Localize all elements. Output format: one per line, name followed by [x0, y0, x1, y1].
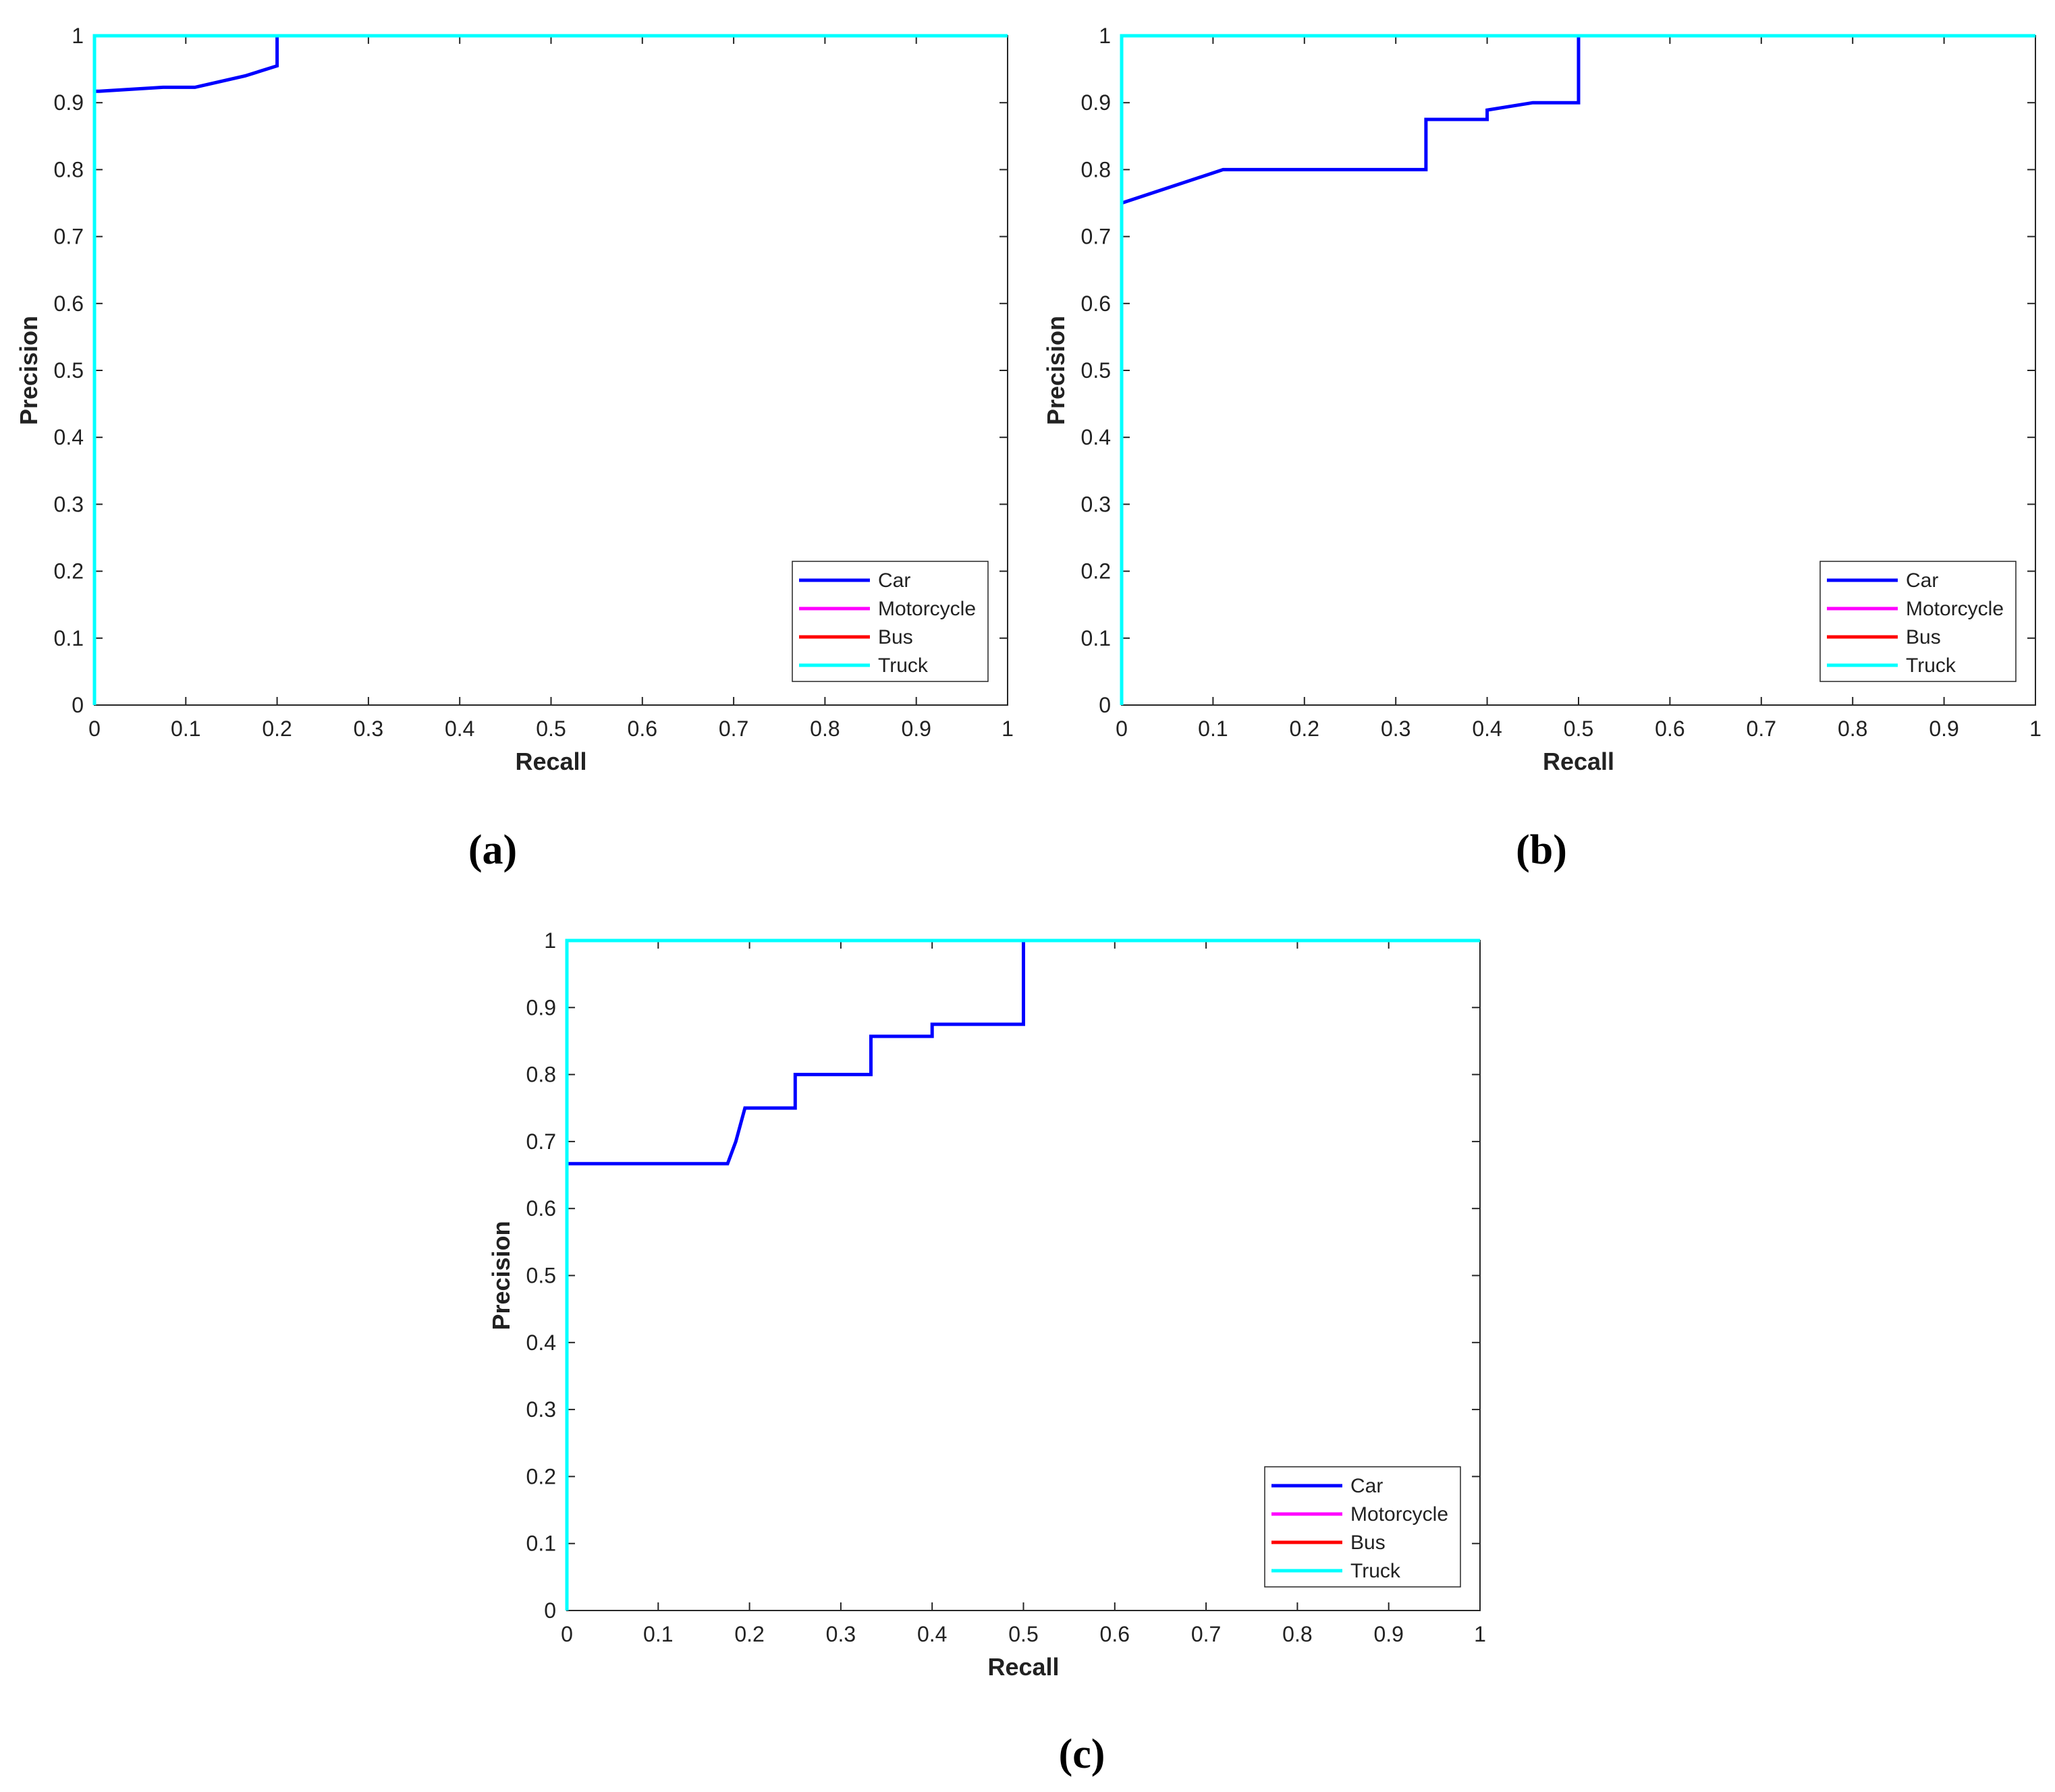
y-tick-label: 1 [72, 24, 84, 48]
y-tick-label: 0.4 [526, 1331, 556, 1355]
x-tick-label: 0.2 [262, 717, 292, 741]
y-axis-label: Precision [487, 1221, 515, 1330]
x-tick-label: 1 [1002, 717, 1014, 741]
x-tick-label: 0.2 [1290, 717, 1319, 741]
legend-label-car: Car [1906, 569, 1938, 592]
y-tick-label: 0.2 [1081, 559, 1111, 584]
legend-label-car: Car [878, 569, 910, 592]
panel-caption: (a) [468, 827, 517, 873]
y-tick-label: 0.6 [1081, 291, 1111, 316]
x-tick-label: 1 [2029, 717, 2042, 741]
x-tick-label: 0.4 [1472, 717, 1502, 741]
legend-label-truck: Truck [1906, 654, 1956, 677]
x-tick-label: 0.1 [171, 717, 200, 741]
y-tick-label: 0.1 [54, 626, 84, 650]
y-tick-label: 1 [1099, 24, 1111, 48]
y-tick-label: 0.9 [526, 995, 556, 1019]
y-tick-label: 0.2 [54, 559, 84, 584]
x-tick-label: 0.7 [1191, 1622, 1221, 1646]
y-tick-label: 0.9 [54, 90, 84, 115]
x-tick-label: 0.7 [719, 717, 748, 741]
x-tick-label: 0.6 [628, 717, 657, 741]
legend-label-car: Car [1350, 1475, 1383, 1497]
x-tick-label: 0.8 [1282, 1622, 1312, 1646]
y-tick-label: 0.5 [1081, 358, 1111, 383]
x-tick-label: 0 [1116, 717, 1128, 741]
x-tick-label: 0.4 [917, 1622, 947, 1646]
x-tick-label: 0.5 [536, 717, 566, 741]
series-line-car [94, 36, 279, 93]
x-tick-label: 0.8 [810, 717, 840, 741]
legend-label-truck: Truck [1350, 1560, 1401, 1582]
x-tick-label: 0.5 [1564, 717, 1593, 741]
series-line-truck [565, 939, 1480, 1611]
x-tick-label: 1 [1474, 1622, 1486, 1646]
y-tick-label: 0.4 [54, 425, 84, 449]
y-tick-label: 0.4 [1081, 425, 1111, 449]
x-tick-label: 0.2 [734, 1622, 764, 1646]
y-tick-label: 0.5 [526, 1264, 556, 1288]
series-line-car [567, 941, 1025, 1166]
y-tick-label: 0.3 [1081, 492, 1111, 516]
legend-label-bus: Bus [878, 626, 913, 648]
y-tick-label: 0 [72, 693, 84, 717]
y-tick-label: 0.7 [1081, 225, 1111, 249]
x-tick-label: 0 [88, 717, 101, 741]
x-tick-label: 0.7 [1747, 717, 1776, 741]
x-tick-label: 0.9 [1929, 717, 1958, 741]
x-tick-label: 0.8 [1838, 717, 1867, 741]
x-tick-label: 0.9 [1373, 1622, 1403, 1646]
x-tick-label: 0.1 [643, 1622, 673, 1646]
x-tick-label: 0.6 [1655, 717, 1684, 741]
legend-label-bus: Bus [1350, 1532, 1386, 1554]
y-tick-label: 1 [544, 928, 556, 953]
panel-c: 0 0.1 0.2 0.3 0.4 0.5 0.6 0.7 0.8 0.9 1 0 0.1 0.2 0.3 0… [487, 928, 1486, 1777]
x-axis-label: Recall [1543, 748, 1614, 775]
y-tick-label: 0.1 [1081, 626, 1111, 650]
panel-caption: (b) [1516, 827, 1567, 873]
x-tick-label: 0.4 [445, 717, 474, 741]
y-tick-label: 0.8 [54, 157, 84, 181]
y-tick-label: 0.3 [54, 492, 84, 516]
y-tick-label: 0.1 [526, 1532, 556, 1556]
y-tick-label: 0.5 [54, 358, 84, 383]
x-tick-label: 0.3 [1381, 717, 1410, 741]
panel-b: 0 0.1 0.2 0.3 0.4 0.5 0.6 0.7 0.8 0.9 1 0 0.1 0.2 0.3 0… [1042, 24, 2042, 873]
y-tick-label: 0 [544, 1598, 556, 1623]
panel-caption: (c) [1059, 1731, 1105, 1777]
legend-label-bus: Bus [1906, 626, 1941, 648]
y-tick-label: 0.8 [1081, 157, 1111, 181]
x-tick-label: 0.6 [1100, 1622, 1130, 1646]
legend-label-motorcycle: Motorcycle [1350, 1503, 1448, 1525]
y-tick-label: 0.2 [526, 1464, 556, 1488]
y-tick-label: 0.6 [526, 1196, 556, 1221]
x-tick-label: 0 [561, 1622, 573, 1646]
legend-label-motorcycle: Motorcycle [1906, 598, 2004, 620]
x-tick-label: 0.9 [901, 717, 931, 741]
series-line-truck [92, 34, 1008, 705]
x-axis-label: Recall [515, 748, 586, 775]
y-tick-label: 0.7 [526, 1129, 556, 1154]
series-line-car [1121, 36, 1581, 205]
y-tick-label: 0.3 [526, 1397, 556, 1422]
y-axis-label: Precision [1042, 316, 1070, 425]
y-tick-label: 0.8 [526, 1063, 556, 1087]
legend-label-motorcycle: Motorcycle [878, 598, 976, 620]
x-tick-label: 0.3 [354, 717, 383, 741]
legend-label-truck: Truck [878, 654, 929, 677]
y-tick-label: 0 [1099, 693, 1111, 717]
y-axis-label: Precision [15, 316, 43, 425]
series-line-truck [1120, 34, 2035, 705]
panel-a: 0 0.1 0.2 0.3 0.4 0.5 0.6 0.7 0.8 0.9 1 0 0.1 0.2 0.3 0… [15, 24, 1014, 873]
x-axis-label: Recall [987, 1653, 1059, 1681]
y-tick-label: 0.9 [1081, 90, 1111, 115]
x-tick-label: 0.5 [1008, 1622, 1038, 1646]
y-tick-label: 0.7 [54, 225, 84, 249]
y-tick-label: 0.6 [54, 291, 84, 316]
x-tick-label: 0.3 [826, 1622, 856, 1646]
x-tick-label: 0.1 [1198, 717, 1228, 741]
